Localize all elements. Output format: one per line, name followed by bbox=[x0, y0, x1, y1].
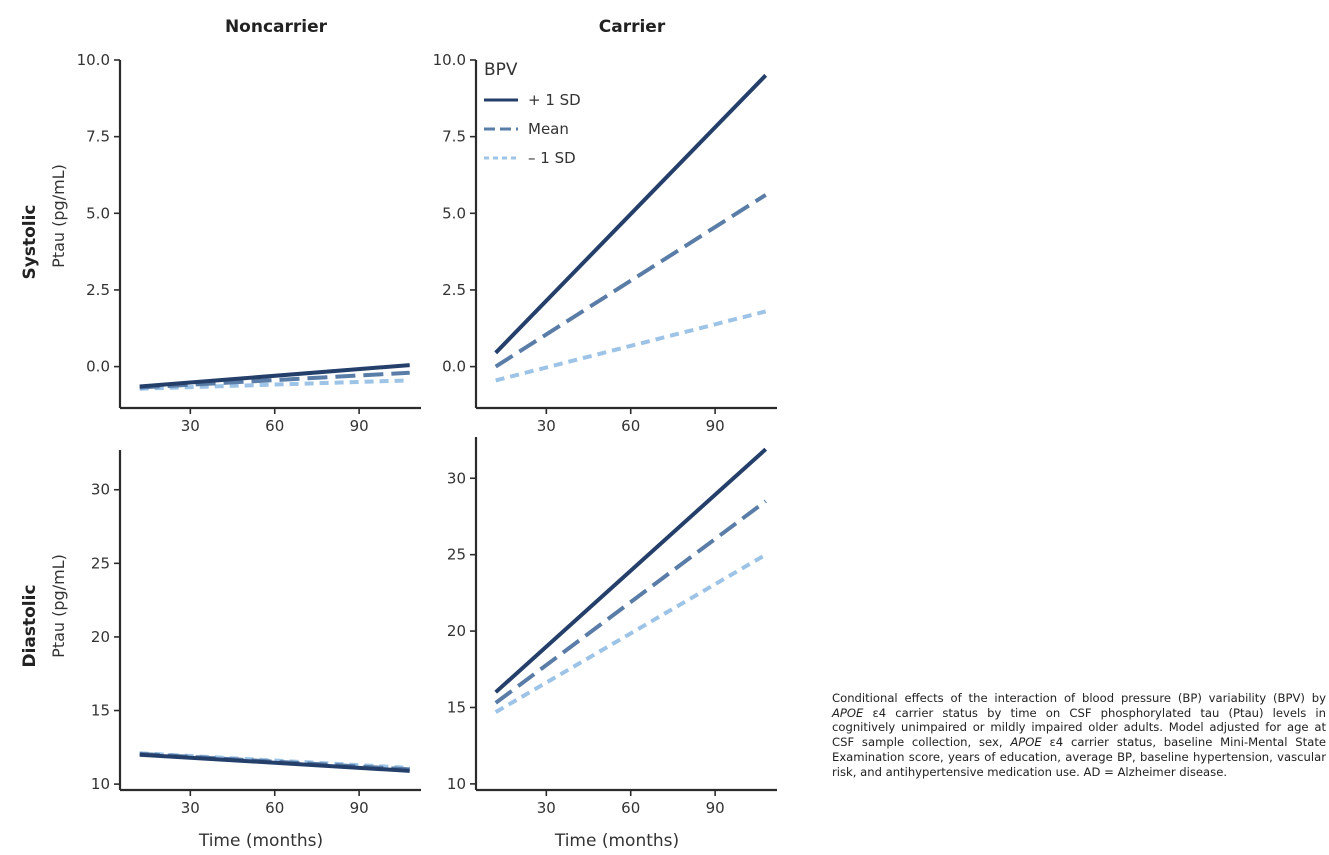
y-tick-label-systolic-noncarrier: 0.0 bbox=[86, 358, 110, 376]
x-tick-label-diastolic-noncarrier: 60 bbox=[265, 799, 284, 817]
y-tick-label-diastolic-carrier: 15 bbox=[447, 698, 466, 716]
y-tick-label-systolic-noncarrier: 7.5 bbox=[86, 128, 110, 146]
x-axis-label-noncarrier: Time (months) bbox=[198, 831, 323, 851]
panel-systolic-noncarrier: 0.0 2.5 5.0 7.5 10.0 30 60 90 bbox=[77, 51, 421, 435]
legend-label-mean: Mean bbox=[528, 120, 569, 138]
legend-label-plus-1sd: + 1 SD bbox=[528, 91, 581, 109]
y-tick-label-systolic-carrier: 2.5 bbox=[442, 281, 466, 299]
y-tick-label-systolic-carrier: 10.0 bbox=[433, 51, 466, 69]
y-tick-label-diastolic-noncarrier: 10 bbox=[91, 775, 110, 793]
series-line-plus-1sd-diastolic-noncarrier bbox=[139, 752, 410, 773]
series-line-mean-diastolic-carrier bbox=[494, 499, 767, 705]
caption-text: ε4 carrier status by time on CSF phospho… bbox=[832, 705, 1326, 750]
y-tick-label-systolic-carrier: 5.0 bbox=[442, 204, 466, 222]
series-line-plus-1sd-systolic-noncarrier bbox=[139, 363, 410, 389]
panel-systolic-carrier: 0.0 2.5 5.0 7.5 10.0 30 60 90 bbox=[433, 51, 777, 435]
column-title-carrier: Carrier bbox=[599, 17, 666, 37]
column-title-noncarrier: Noncarrier bbox=[225, 17, 328, 37]
y-tick-label-diastolic-noncarrier: 25 bbox=[91, 554, 110, 572]
y-axis-label-systolic: Ptau (pg/mL) bbox=[49, 164, 68, 268]
panel-diastolic-carrier: 10 15 20 25 30 30 60 90 bbox=[447, 437, 777, 817]
series-line-minus-1sd-diastolic-carrier bbox=[494, 552, 767, 714]
x-tick-label-diastolic-carrier: 90 bbox=[706, 799, 725, 817]
y-tick-label-systolic-carrier: 7.5 bbox=[442, 128, 466, 146]
y-tick-label-diastolic-carrier: 30 bbox=[447, 469, 466, 487]
x-tick-label-systolic-carrier: 60 bbox=[621, 417, 640, 435]
y-tick-label-diastolic-carrier: 10 bbox=[447, 775, 466, 793]
x-tick-label-diastolic-carrier: 30 bbox=[537, 799, 556, 817]
legend: BPV + 1 SD Mean – 1 SD bbox=[484, 60, 581, 167]
y-tick-label-diastolic-noncarrier: 30 bbox=[91, 481, 110, 499]
series-line-minus-1sd-systolic-carrier bbox=[495, 309, 767, 383]
x-tick-label-diastolic-carrier: 60 bbox=[621, 799, 640, 817]
caption-italic-gene: APOE bbox=[832, 705, 864, 720]
legend-title: BPV bbox=[484, 60, 518, 80]
x-tick-label-systolic-noncarrier: 90 bbox=[350, 417, 369, 435]
caption-text: ε4 carrier status, baseline Mini-Mental … bbox=[832, 735, 1326, 779]
series-line-minus-1sd-systolic-noncarrier bbox=[139, 378, 410, 391]
series-line-plus-1sd-systolic-carrier bbox=[494, 73, 768, 355]
x-tick-label-diastolic-noncarrier: 30 bbox=[181, 799, 200, 817]
x-tick-label-systolic-noncarrier: 60 bbox=[265, 417, 284, 435]
y-axis-label-diastolic: Ptau (pg/mL) bbox=[49, 554, 68, 658]
x-axis-label-carrier: Time (months) bbox=[554, 831, 679, 851]
series-line-mean-systolic-noncarrier bbox=[139, 370, 410, 390]
caption-italic-gene: APOE bbox=[1010, 735, 1042, 750]
series-line-mean-systolic-carrier bbox=[494, 193, 767, 369]
x-tick-label-systolic-carrier: 90 bbox=[706, 417, 725, 435]
series-line-plus-1sd-diastolic-carrier bbox=[494, 447, 768, 694]
y-tick-label-systolic-noncarrier: 2.5 bbox=[86, 281, 110, 299]
y-tick-label-systolic-noncarrier: 10.0 bbox=[77, 51, 110, 69]
y-tick-label-diastolic-noncarrier: 20 bbox=[91, 628, 110, 646]
y-tick-label-systolic-carrier: 0.0 bbox=[442, 358, 466, 376]
y-tick-label-diastolic-carrier: 20 bbox=[447, 622, 466, 640]
y-tick-label-diastolic-noncarrier: 15 bbox=[91, 702, 110, 720]
x-tick-label-diastolic-noncarrier: 90 bbox=[350, 799, 369, 817]
legend-label-minus-1sd: – 1 SD bbox=[528, 149, 576, 167]
y-tick-label-diastolic-carrier: 25 bbox=[447, 546, 466, 564]
x-tick-label-systolic-carrier: 30 bbox=[537, 417, 556, 435]
row-title-diastolic: Diastolic bbox=[20, 584, 40, 667]
y-tick-label-systolic-noncarrier: 5.0 bbox=[86, 204, 110, 222]
figure-caption: Conditional effects of the interaction o… bbox=[832, 691, 1326, 779]
panel-diastolic-noncarrier: 10 15 20 25 30 30 60 90 bbox=[91, 450, 421, 817]
x-tick-label-systolic-noncarrier: 30 bbox=[181, 417, 200, 435]
row-title-systolic: Systolic bbox=[20, 205, 40, 280]
caption-text: Conditional effects of the interaction o… bbox=[832, 691, 1326, 705]
